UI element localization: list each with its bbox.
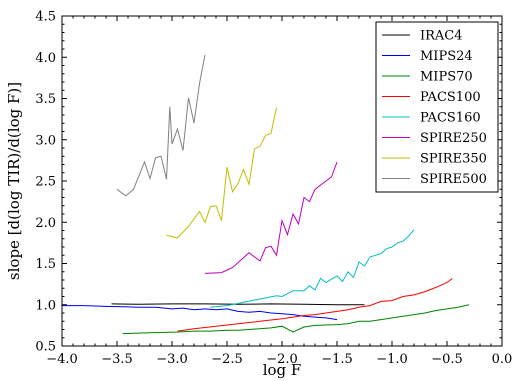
y-axis-label: slope [d(log TIR)/d(log F)] (5, 82, 23, 280)
x-tick-label: −3.5 (101, 352, 133, 367)
legend: IRAC4 MIPS24 MIPS70 PACS100 PACS160 SPIRE250 S… (375, 21, 499, 193)
legend-label-mips24: MIPS24 (420, 49, 473, 64)
x-tick-label: −1.5 (321, 352, 353, 367)
y-tick-label: 3.5 (35, 92, 56, 107)
legend-label-irac4: IRAC4 (420, 29, 463, 44)
series-line-spire500 (116, 54, 206, 197)
legend-box (375, 21, 499, 193)
y-tick-label: 0.5 (35, 340, 56, 355)
x-tick-label: −3.0 (156, 352, 188, 367)
x-tick-label: −2.0 (266, 352, 298, 367)
series-line-spire350 (166, 107, 277, 239)
x-tick-label: −0.5 (431, 352, 463, 367)
legend-label-spire500: SPIRE500 (420, 172, 487, 187)
y-tick-label: 3.0 (35, 133, 56, 148)
y-tick-label: 2.5 (35, 175, 56, 190)
series-line-spire250 (204, 161, 338, 274)
x-tick-label: −1.0 (376, 352, 408, 367)
y-tick-label: 1.5 (35, 257, 56, 272)
series-line-mips24 (62, 305, 338, 321)
x-tick-label: −2.5 (211, 352, 243, 367)
legend-label-spire350: SPIRE350 (420, 152, 487, 167)
series-line-pacs160 (210, 229, 415, 308)
y-tick-label: 1.0 (35, 298, 56, 313)
ticks-layer: −4.0 −3.5 −3.0 −2.5 −2.0 −1.5 −1.0 −0.5 0.0 0.5 1.… (35, 10, 512, 368)
legend-label-spire250: SPIRE250 (420, 131, 487, 146)
series-line-mips70 (122, 304, 470, 335)
legend-label-pacs100: PACS100 (420, 90, 481, 105)
y-tick-label: 2.0 (35, 216, 56, 231)
y-tick-label: 4.0 (35, 51, 56, 66)
series-line-irac4 (111, 303, 365, 306)
series-line-pacs100 (177, 277, 453, 332)
series-layer (62, 54, 470, 335)
y-tick-label: 4.5 (35, 10, 56, 25)
legend-label-pacs160: PACS160 (420, 111, 481, 126)
x-tick-label: −4.0 (46, 352, 78, 367)
x-tick-label: 0.0 (492, 352, 513, 367)
x-axis-label: log F (263, 361, 302, 379)
legend-label-mips70: MIPS70 (420, 70, 473, 85)
